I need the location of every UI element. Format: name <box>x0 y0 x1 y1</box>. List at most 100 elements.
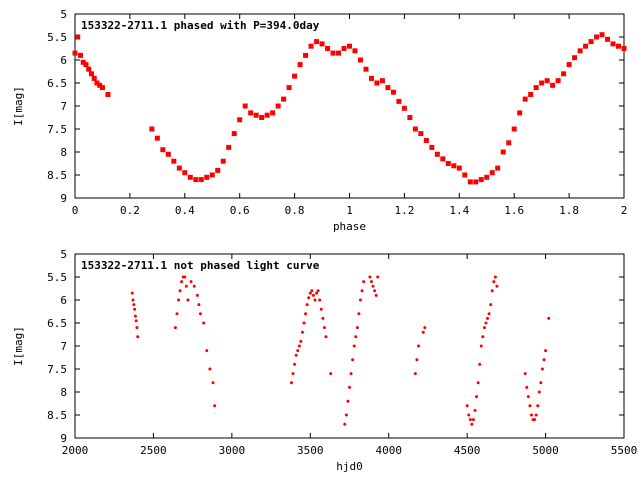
data-point <box>371 284 375 288</box>
data-point <box>72 50 78 56</box>
data-point <box>390 89 396 95</box>
y-tick-label: 9 <box>60 192 67 205</box>
data-point <box>349 372 353 376</box>
data-point <box>178 289 182 293</box>
data-point <box>482 326 486 330</box>
data-point <box>445 161 451 166</box>
data-point <box>468 418 472 422</box>
data-point <box>599 32 605 38</box>
data-point <box>132 303 136 307</box>
data-point <box>594 34 600 40</box>
data-point <box>304 312 308 316</box>
data-point <box>205 349 209 353</box>
data-point <box>325 46 331 51</box>
data-point <box>544 78 550 84</box>
data-point <box>413 372 417 376</box>
data-point <box>270 110 276 116</box>
data-point <box>421 330 425 334</box>
data-point <box>97 82 103 88</box>
data-point <box>385 85 391 91</box>
data-point <box>195 293 199 297</box>
data-point <box>368 275 372 279</box>
data-point <box>434 151 440 157</box>
data-point <box>610 41 616 47</box>
data-point <box>171 158 177 164</box>
data-point <box>318 298 322 302</box>
data-point <box>149 126 155 132</box>
data-point <box>296 349 300 353</box>
data-point <box>302 321 306 325</box>
data-point <box>539 80 545 86</box>
data-point <box>369 280 373 284</box>
data-point <box>572 55 578 61</box>
data-point <box>358 298 362 302</box>
data-point <box>160 147 166 153</box>
data-point <box>506 140 512 146</box>
data-point <box>522 96 528 102</box>
data-point <box>154 135 160 141</box>
data-point <box>493 275 497 279</box>
x-tick-label: 1.4 <box>449 204 469 217</box>
data-point <box>319 307 323 311</box>
data-point <box>319 41 325 47</box>
data-point <box>415 358 419 362</box>
data-point <box>396 98 402 104</box>
data-point <box>605 36 611 42</box>
phased-light-curve-plot: 0 0.2 0.4 0.6 0.8 1 1.2 1.4 1.6 1.8 2 5 5.5 6 6.5 7 7.5 8… <box>12 8 627 233</box>
data-point <box>495 165 501 171</box>
x-axis-label: phase <box>333 220 366 233</box>
data-point <box>360 289 364 293</box>
data-point <box>215 167 221 173</box>
data-point <box>220 158 226 164</box>
data-point <box>300 330 304 334</box>
data-point <box>293 362 297 366</box>
data-point <box>517 110 523 116</box>
data-point <box>511 126 517 132</box>
data-point <box>289 381 293 385</box>
data-point <box>77 52 83 58</box>
data-point <box>248 110 254 116</box>
data-point <box>490 289 494 293</box>
data-point <box>470 422 474 426</box>
data-point <box>308 291 312 295</box>
data-point <box>484 321 488 325</box>
data-point <box>352 344 356 348</box>
data-point <box>292 73 298 79</box>
y-tick-label: 6.5 <box>47 317 67 330</box>
data-point <box>495 284 499 288</box>
data-point <box>303 52 309 58</box>
y-tick-label: 8.5 <box>47 409 67 422</box>
data-point <box>324 335 328 339</box>
data-point <box>363 66 369 72</box>
data-point <box>550 82 556 88</box>
data-point <box>208 367 212 371</box>
data-point <box>197 303 201 307</box>
data-point <box>343 422 347 426</box>
data-point <box>489 303 493 307</box>
data-point <box>489 170 495 176</box>
data-point <box>473 408 477 412</box>
y-tick-label: 7 <box>60 100 67 113</box>
data-point <box>192 284 196 288</box>
data-point <box>616 43 622 49</box>
data-point <box>133 314 137 318</box>
data-point <box>193 177 199 183</box>
data-point <box>86 66 92 72</box>
data-point <box>134 319 138 323</box>
data-point <box>475 395 479 399</box>
data-point <box>374 293 378 297</box>
y-tick-label: 7 <box>60 340 67 353</box>
data-point <box>352 48 358 54</box>
data-point <box>577 48 583 54</box>
data-point <box>88 71 94 77</box>
data-point <box>357 57 363 63</box>
x-tick-label: 0.4 <box>175 204 195 217</box>
data-point <box>347 43 352 49</box>
data-point <box>211 381 215 385</box>
x-tick-label: 0.6 <box>230 204 250 217</box>
x-tick-label: 3500 <box>297 444 324 457</box>
data-point <box>253 112 259 118</box>
data-point <box>184 284 188 288</box>
y-axis-label: I[mag] <box>12 326 25 366</box>
